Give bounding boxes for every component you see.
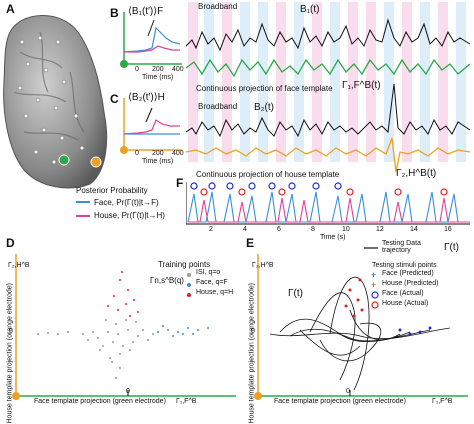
panel-label-c: C (110, 92, 119, 106)
f-tick-2: 2 (209, 226, 213, 233)
gamma-house-label: Γ₂,H^B(t) (396, 168, 437, 179)
proj-house-label: Continuous projection of house template (196, 170, 340, 179)
panel-d-legend-face: Face, q=F (196, 279, 228, 286)
panel-e-legend-house-pred: House (Predicted) (382, 280, 439, 287)
f-tick-16: 16 (444, 226, 452, 233)
panel-e-legend-markers: + + (371, 270, 379, 309)
panel-label-d: D (6, 236, 15, 250)
panel-e-gamma-label: Γ(t) (288, 288, 303, 299)
panel-e-xaxis-symbol: Γ₁,F^B (432, 398, 453, 405)
isi-cluster (37, 319, 154, 379)
panel-b-avg-label: ⟨B₁(t′)⟩F (128, 6, 164, 17)
panel-b-tick-0: 0 (135, 66, 139, 73)
panel-b-tick-200: 200 (152, 66, 164, 73)
svg-text:+: + (371, 280, 376, 290)
panel-label-a: A (6, 2, 15, 16)
panel-e-plot (254, 254, 468, 400)
f-tick-10: 10 (342, 226, 350, 233)
f-tick-14: 14 (410, 226, 418, 233)
panel-e-legend-traj-line (364, 247, 378, 249)
panel-d-legend-symbol: Γn,s^B(q) (150, 276, 184, 285)
panel-d-xlabel: Face template projection (green electrod… (34, 398, 166, 405)
panel-c-tick-400: 400 (172, 150, 184, 157)
panel-e-legend-traj: Testing Data trajectory (382, 240, 421, 254)
face-cluster (157, 325, 209, 337)
panel-d-xaxis-symbol: Γ₁,F^B (176, 398, 197, 405)
gamma-face-label: Γ₁,F^B(t) (342, 80, 381, 91)
panel-d-plot (12, 254, 236, 400)
broadband-label-2: Broadband (198, 102, 238, 111)
posterior-legend-swatches (76, 201, 90, 217)
panel-d-legend-isi: ISI, q=o (196, 269, 221, 276)
house-predicted (344, 278, 364, 318)
posterior-legend-house: House, Pr(Γ(t)|t→H) (94, 211, 165, 220)
panel-e-legend-house-actual: House (Actual) (382, 300, 429, 307)
panel-b-tick-400: 400 (172, 66, 184, 73)
svg-text:+: + (371, 270, 376, 280)
panel-b-xlabel: Time (ms) (142, 74, 174, 81)
panel-d-ylabel: House template projection (orange electr… (6, 283, 14, 424)
posterior-legend-face: Face, Pr(Γ(t)|t→F) (94, 198, 159, 207)
panel-c-avg-label: ⟨B₂(t′)⟩H (128, 92, 165, 103)
f-xlabel: Time (s) (320, 234, 346, 241)
proj-face-label: Continuous projection of face template (196, 84, 333, 93)
panel-d-y-zero: 0 (9, 328, 13, 335)
house-cluster (107, 271, 139, 317)
b1-label: B₁(t) (300, 4, 320, 15)
panel-c-tick-0: 0 (135, 150, 139, 157)
panel-d-legend-house: House, q=H (196, 289, 234, 296)
panel-e-legend-face-pred: Face (Predicted) (382, 270, 434, 277)
posterior-legend-title: Posterior Probability (76, 186, 148, 195)
panel-e-x-zero: 0 (346, 388, 350, 395)
panel-e-ylabel: House template projection (orange electr… (248, 283, 256, 424)
panel-e-xlabel: Face template projection (green electrod… (274, 398, 406, 405)
panel-e-yaxis-symbol: Γ₂,H^B (252, 262, 274, 269)
broadband-label-1: Broadband (198, 2, 238, 11)
orange-electrode (90, 156, 102, 168)
panel-d-legend-markers (187, 273, 191, 297)
f-tick-12: 12 (376, 226, 384, 233)
panel-f-plot (186, 182, 470, 225)
traces-panel (186, 2, 471, 173)
b2-label: B₂(t) (254, 102, 274, 113)
panel-c-tick-200: 200 (152, 150, 164, 157)
panel-label-e: E (246, 236, 255, 250)
panel-e-legend-traj-symbol: Γ(t) (444, 242, 459, 253)
panel-label-f: F (176, 176, 184, 190)
f-tick-8: 8 (311, 226, 315, 233)
brain-surface-figure (3, 15, 108, 189)
f-tick-4: 4 (243, 226, 247, 233)
panel-e-legend-face-actual: Face (Actual) (382, 290, 424, 297)
face-predicted (398, 326, 432, 336)
panel-d-yaxis-symbol: Γ₂,H^B (8, 262, 30, 269)
brain-outline (3, 15, 108, 189)
panel-e-y-zero: 0 (251, 328, 255, 335)
panel-d-x-zero: 0 (126, 388, 130, 395)
panel-c-plot (120, 98, 182, 154)
panel-d-legend-title: Training points (158, 260, 211, 269)
panel-e-legend-stim-title: Testing stimuli points (372, 262, 437, 269)
panel-label-b: B (110, 6, 119, 20)
green-electrode (58, 154, 70, 166)
panel-b-plot (120, 12, 182, 68)
panel-c-xlabel: Time (ms) (142, 158, 174, 165)
f-tick-6: 6 (277, 226, 281, 233)
